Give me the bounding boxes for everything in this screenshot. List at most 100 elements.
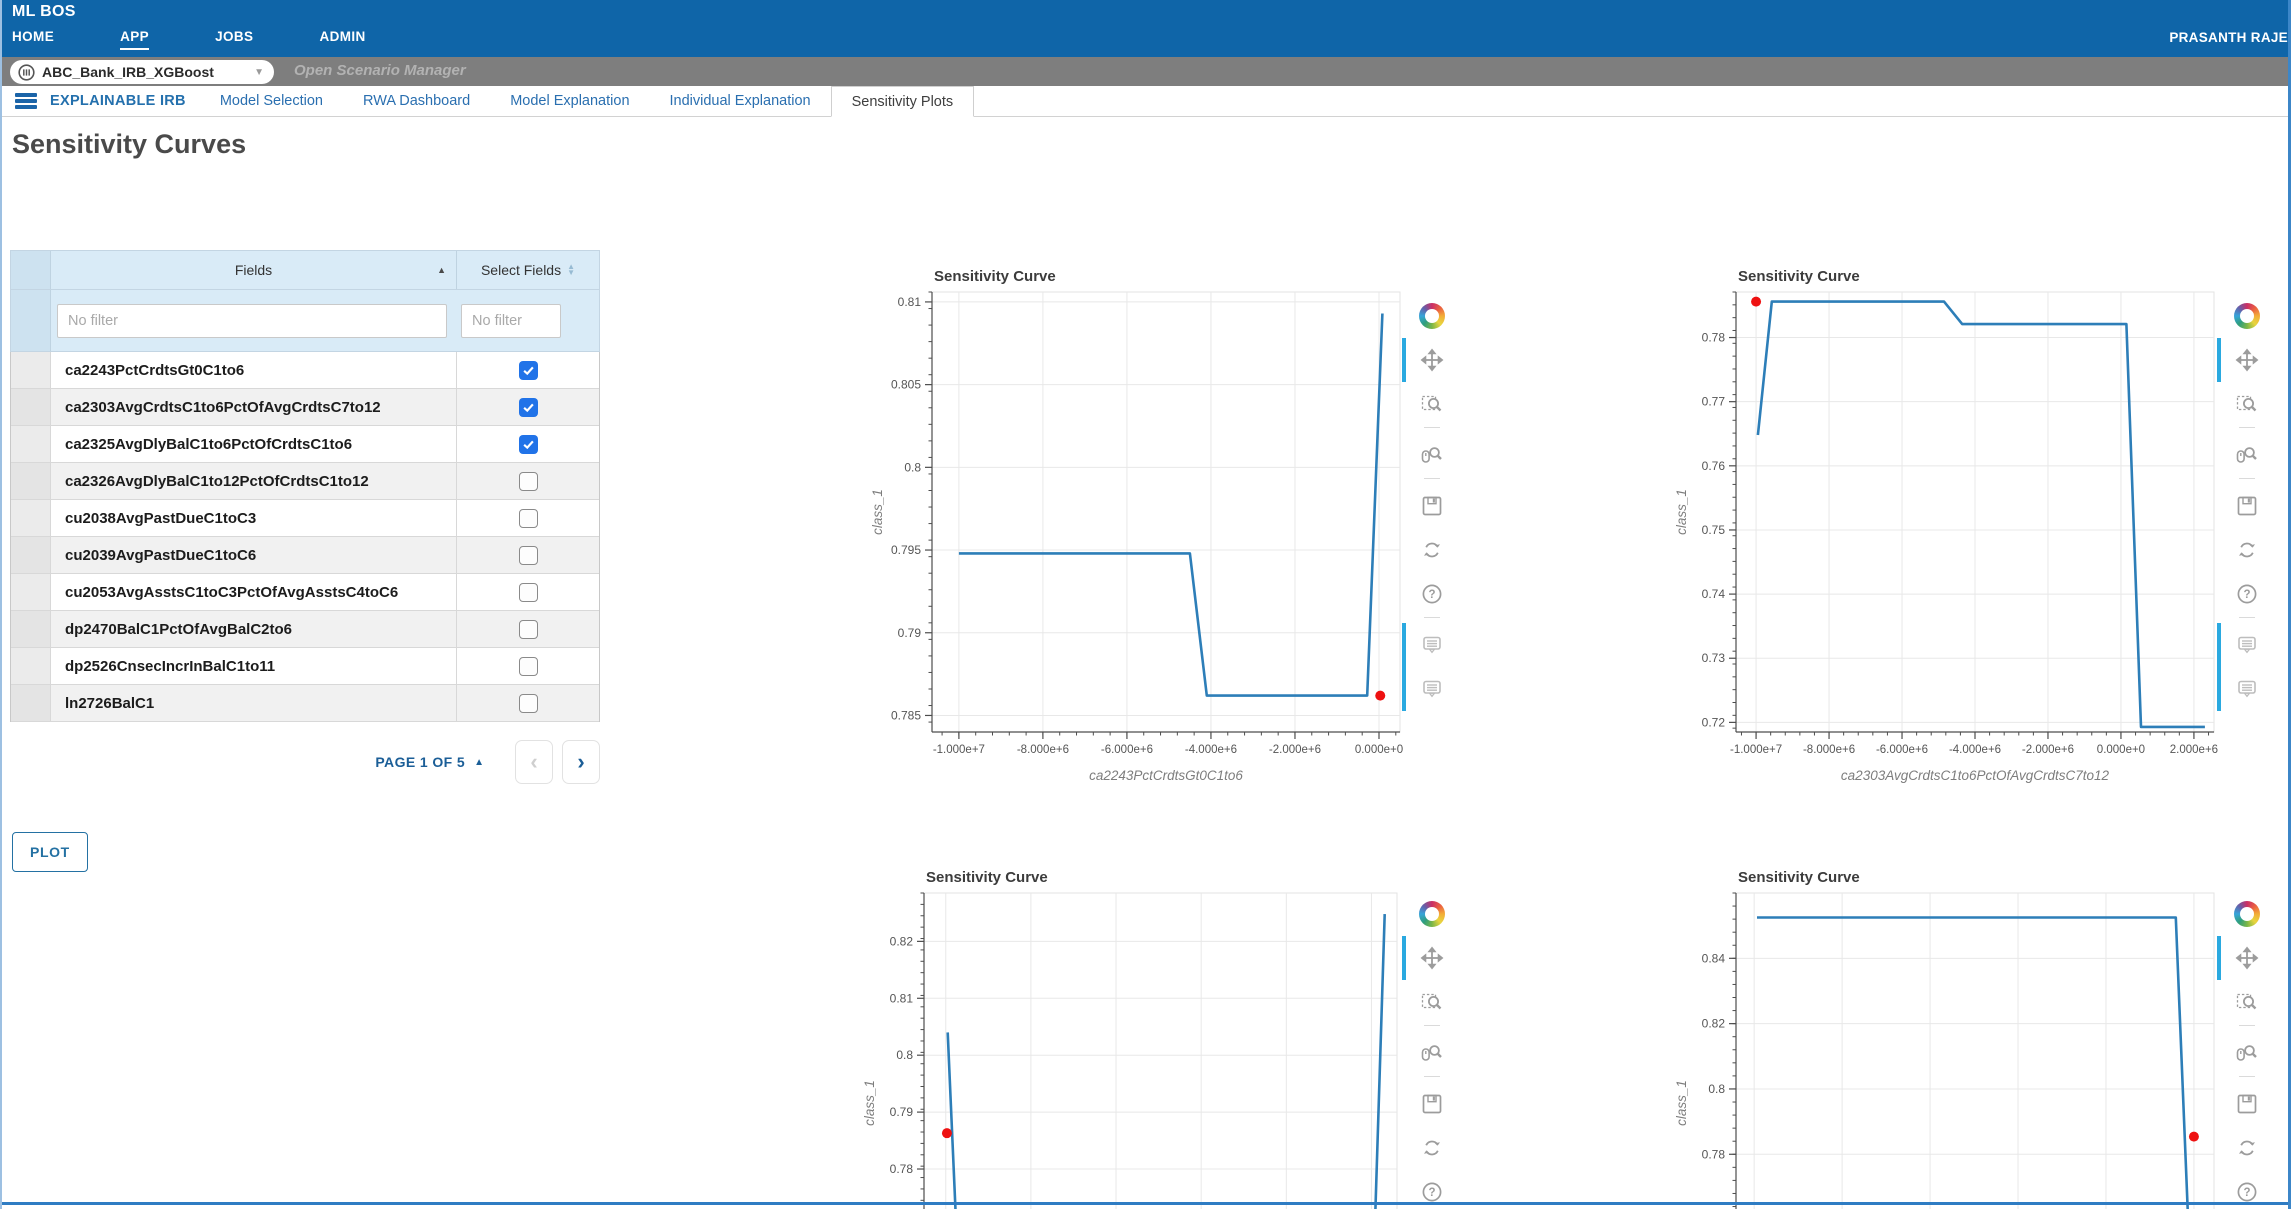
wheel-zoom-tool[interactable] — [1412, 433, 1452, 477]
save-tool[interactable] — [2227, 484, 2267, 528]
scenario-icon — [18, 64, 35, 81]
table-row[interactable]: ca2243PctCrdtsGt0C1to6 — [11, 352, 599, 389]
tab-model-selection[interactable]: Model Selection — [200, 86, 343, 116]
svg-text:0.79: 0.79 — [890, 1105, 914, 1119]
nav-item-home[interactable]: HOME — [12, 29, 54, 50]
pan-tool[interactable] — [1412, 936, 1452, 980]
svg-text:-4.000e+6: -4.000e+6 — [1185, 744, 1237, 756]
column-header-select-fields[interactable]: Select Fields ▲▼ — [457, 251, 599, 289]
svg-text:0.78: 0.78 — [1702, 331, 1726, 345]
scenario-selector[interactable]: ABC_Bank_IRB_XGBoost ▼ — [10, 60, 274, 84]
save-tool-icon — [2235, 1092, 2259, 1116]
field-checkbox[interactable] — [519, 694, 538, 713]
toolbar-divider — [1424, 617, 1440, 618]
nav-item-admin[interactable]: ADMIN — [319, 29, 365, 50]
wheel-zoom-tool[interactable] — [2227, 1031, 2267, 1075]
reset-tool[interactable] — [1412, 528, 1452, 572]
fields-filter-input[interactable] — [57, 304, 447, 338]
field-checkbox[interactable] — [519, 620, 538, 639]
hover-tool[interactable] — [1412, 623, 1452, 667]
checkbox-cell — [457, 352, 599, 388]
toolbar-divider — [2239, 427, 2255, 428]
fields-table: Fields ▲ Select Fields ▲▼ ca2243PctCrdts… — [10, 250, 600, 872]
row-gutter — [11, 500, 51, 536]
field-checkbox[interactable] — [519, 472, 538, 491]
table-row[interactable]: dp2526CnsecIncrInBalC1to11 — [11, 648, 599, 685]
page-caret-icon[interactable]: ▲ — [474, 757, 484, 768]
box-zoom-tool[interactable] — [2227, 382, 2267, 426]
wheel-zoom-tool[interactable] — [1412, 1031, 1452, 1075]
next-page-button[interactable]: › — [562, 740, 600, 784]
hover-tool[interactable] — [2227, 667, 2267, 711]
svg-text:?: ? — [1428, 589, 1435, 601]
sensitivity-plot[interactable]: 0.810.8050.80.7950.790.785-1.000e+7-8.00… — [862, 262, 1462, 802]
table-row[interactable]: ca2325AvgDlyBalC1to6PctOfCrdtsC1to6 — [11, 426, 599, 463]
field-checkbox[interactable] — [519, 435, 538, 454]
table-row[interactable]: cu2053AvgAsstsC1toC3PctOfAvgAsstsC4toC6 — [11, 574, 599, 611]
bokeh-logo[interactable] — [1412, 294, 1452, 338]
reset-tool[interactable] — [1412, 1126, 1452, 1170]
table-row[interactable]: ca2326AvgDlyBalC1to12PctOfCrdtsC1to12 — [11, 463, 599, 500]
help-tool[interactable]: ? — [2227, 572, 2267, 616]
nav-item-jobs[interactable]: JOBS — [215, 29, 253, 50]
help-tool[interactable]: ? — [1412, 572, 1452, 616]
field-checkbox[interactable] — [519, 583, 538, 602]
svg-text:-6.000e+6: -6.000e+6 — [1876, 744, 1928, 756]
table-row[interactable]: cu2038AvgPastDueC1toC3 — [11, 500, 599, 537]
prev-page-button[interactable]: ‹ — [515, 740, 553, 784]
menu-icon[interactable] — [15, 93, 37, 109]
table-row[interactable]: ca2303AvgCrdtsC1to6PctOfAvgCrdtsC7to12 — [11, 389, 599, 426]
page-indicator[interactable]: PAGE 1 OF 5 — [375, 754, 465, 770]
box-zoom-tool[interactable] — [1412, 980, 1452, 1024]
tab-individual-explanation[interactable]: Individual Explanation — [650, 86, 831, 116]
reset-tool-icon — [1420, 1136, 1444, 1160]
wheel-zoom-tool[interactable] — [2227, 433, 2267, 477]
sensitivity-plot[interactable]: 0.780.770.760.750.740.730.72-1.000e+7-8.… — [1657, 262, 2277, 802]
tab-rwa-dashboard[interactable]: RWA Dashboard — [343, 86, 490, 116]
table-row[interactable]: ln2726BalC1 — [11, 685, 599, 722]
table-row[interactable]: dp2470BalC1PctOfAvgBalC2to6 — [11, 611, 599, 648]
nav-item-app[interactable]: APP — [120, 29, 149, 50]
save-tool[interactable] — [2227, 1082, 2267, 1126]
svg-text:0.75: 0.75 — [1702, 523, 1726, 537]
svg-text:0.77: 0.77 — [1702, 395, 1726, 409]
reset-tool[interactable] — [2227, 1126, 2267, 1170]
bokeh-logo-icon — [2234, 303, 2260, 329]
active-tool-indicator — [1402, 623, 1406, 667]
hover-tool[interactable] — [2227, 623, 2267, 667]
table-row[interactable]: cu2039AvgPastDueC1toC6 — [11, 537, 599, 574]
toolbar-divider — [2239, 617, 2255, 618]
pan-tool[interactable] — [2227, 338, 2267, 382]
select-fields-filter-input[interactable] — [461, 304, 561, 338]
save-tool[interactable] — [1412, 1082, 1452, 1126]
chart-title: Sensitivity Curve — [1738, 268, 1860, 285]
field-checkbox[interactable] — [519, 361, 538, 380]
field-checkbox[interactable] — [519, 546, 538, 565]
reset-tool[interactable] — [2227, 528, 2267, 572]
column-header-fields[interactable]: Fields ▲ — [51, 251, 457, 289]
hover-tool[interactable] — [1412, 667, 1452, 711]
field-checkbox[interactable] — [519, 509, 538, 528]
tab-sensitivity-plots[interactable]: Sensitivity Plots — [831, 86, 975, 117]
bokeh-logo[interactable] — [1412, 892, 1452, 936]
svg-text:-1.000e+7: -1.000e+7 — [933, 744, 985, 756]
box-zoom-tool[interactable] — [1412, 382, 1452, 426]
field-checkbox[interactable] — [519, 398, 538, 417]
sensitivity-plot[interactable]: 0.820.810.80.790.78class_1 — [862, 860, 1462, 1209]
tab-model-explanation[interactable]: Model Explanation — [490, 86, 649, 116]
box-zoom-tool[interactable] — [2227, 980, 2267, 1024]
bokeh-logo[interactable] — [2227, 294, 2267, 338]
column-label-fields: Fields — [235, 262, 272, 278]
bokeh-logo[interactable] — [2227, 892, 2267, 936]
open-scenario-manager-link[interactable]: Open Scenario Manager — [294, 62, 466, 79]
svg-text:0.785: 0.785 — [891, 708, 921, 722]
sensitivity-plot[interactable]: 0.840.820.80.78class_1 — [1657, 860, 2277, 1209]
active-tool-indicator — [1402, 936, 1406, 980]
save-tool[interactable] — [1412, 484, 1452, 528]
toolbar-divider — [1424, 478, 1440, 479]
plot-button[interactable]: PLOT — [12, 832, 88, 872]
pan-tool[interactable] — [2227, 936, 2267, 980]
user-name[interactable]: PRASANTH RAJE — [2169, 30, 2288, 45]
field-checkbox[interactable] — [519, 657, 538, 676]
pan-tool[interactable] — [1412, 338, 1452, 382]
